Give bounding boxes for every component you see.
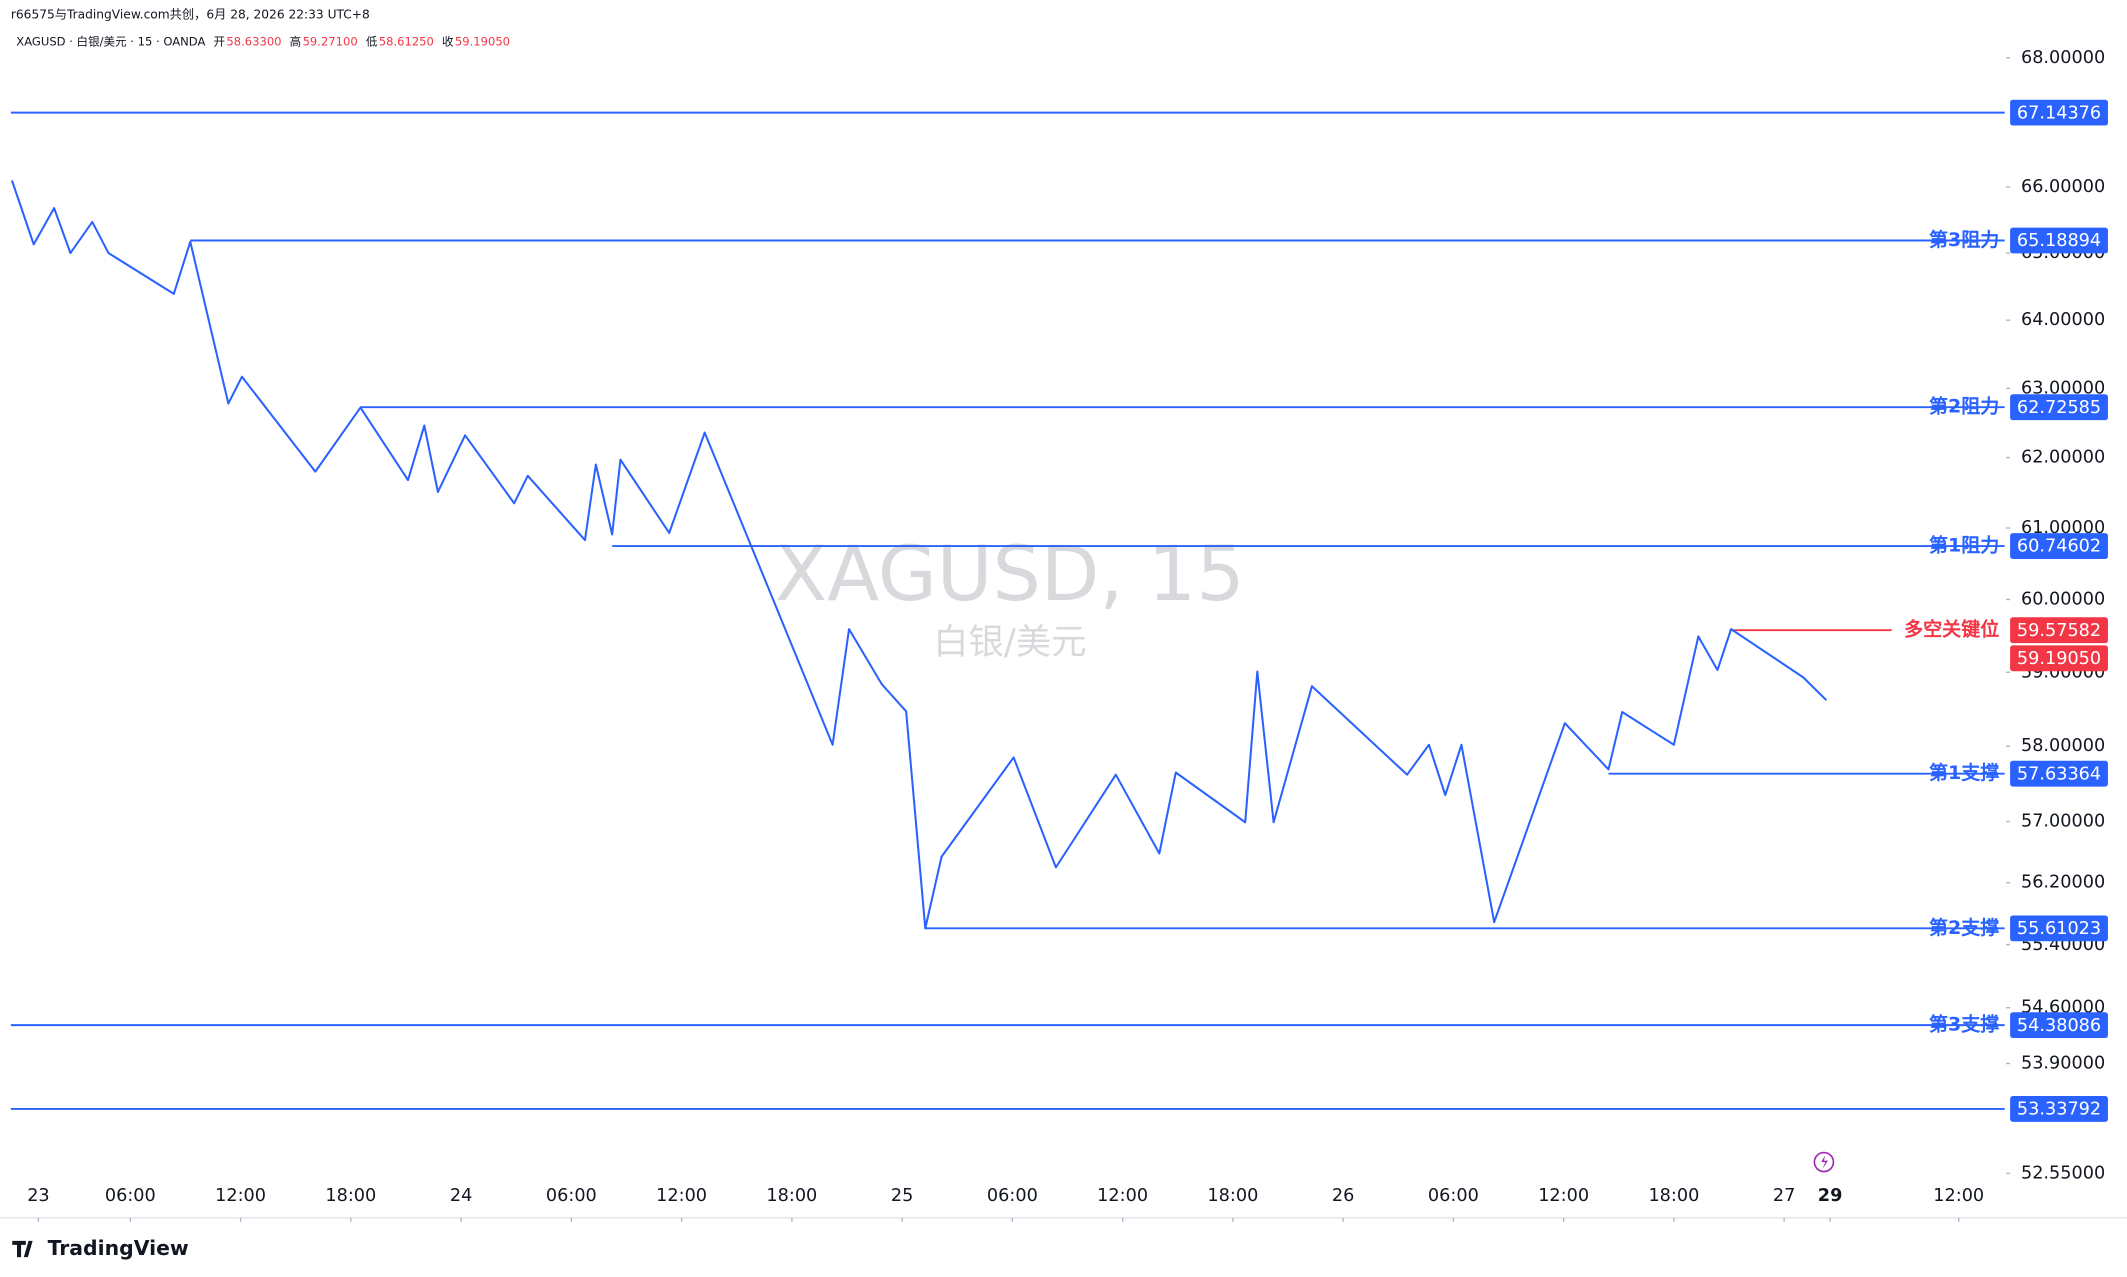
price-label: 55.61023 (2017, 919, 2101, 939)
x-tick-label: 23 (27, 1186, 49, 1206)
level-name: 第1阻力 (1929, 534, 1999, 557)
y-tick-label: 61.00000 (2021, 518, 2105, 538)
price-label-box (2010, 227, 2108, 254)
y-tick-label: 57.00000 (2021, 812, 2105, 832)
x-tick-label: 26 (1332, 1186, 1354, 1206)
x-tick-label: 25 (891, 1186, 913, 1206)
ohlc-value: 58.63300 (226, 35, 281, 49)
y-tick-label: 52.55000 (2021, 1163, 2105, 1183)
y-tick-label: 60.00000 (2021, 590, 2105, 610)
price-label: 65.18894 (2017, 231, 2101, 251)
ohlc-value: 59.19050 (455, 35, 510, 49)
symbol: XAGUSD · 白银/美元 · 15 · OANDA (16, 35, 205, 49)
price-label-box (2010, 99, 2108, 126)
ohlc-name: 收 (442, 35, 454, 49)
price-label-box (2010, 1096, 2108, 1122)
ohlc-name: 高 (290, 35, 302, 49)
x-tick-label: 12:00 (1097, 1186, 1148, 1206)
zigzag-line (11, 180, 1828, 930)
price-label-box (2010, 1012, 2108, 1039)
ohlc-value: 58.61250 (379, 35, 434, 49)
x-tick-label: 18:00 (1207, 1186, 1258, 1206)
symbol-legend: XAGUSD · 白银/美元 · 15 · OANDA 开 58.63300 高 59… (16, 35, 510, 49)
y-tick-label: 66.00000 (2021, 177, 2105, 197)
price-label-box (2010, 394, 2108, 421)
x-tick-label: 12:00 (1538, 1186, 1589, 1206)
price-label: 62.72585 (2017, 398, 2101, 418)
x-tick-label: 12:00 (215, 1186, 266, 1206)
level-name: 第2支撑 (1929, 916, 1999, 939)
brand-logo: TradingView (12, 1236, 189, 1260)
x-tick-label: 29 (1818, 1186, 1843, 1206)
session-bolt (1821, 1155, 1828, 1169)
price-label-box (2010, 645, 2108, 672)
level-name: 第3阻力 (1929, 228, 1999, 251)
brand-icon (12, 1240, 33, 1258)
level-name: 第3支撑 (1929, 1013, 1999, 1036)
price-label: 54.38086 (2017, 1016, 2101, 1036)
y-tick-label: 53.90000 (2021, 1054, 2105, 1074)
x-tick-label: 06:00 (546, 1186, 597, 1206)
price-label: 59.19050 (2017, 649, 2101, 669)
price-label-box (2010, 760, 2108, 787)
price-label: 67.14376 (2017, 103, 2101, 123)
watermark-subtitle: 白银/美元 (933, 622, 1086, 663)
x-tick-label: 06:00 (987, 1186, 1038, 1206)
y-tick-label: 58.00000 (2021, 736, 2105, 756)
x-tick-label: 12:00 (1933, 1186, 1984, 1206)
watermark: XAGUSD, 15 (775, 529, 1245, 618)
y-tick-label: 62.00000 (2021, 448, 2105, 468)
y-tick-label: 64.00000 (2021, 310, 2105, 330)
price-label: 59.57582 (2017, 621, 2101, 641)
brand: TradingView (48, 1236, 189, 1260)
x-tick-label: 12:00 (656, 1186, 707, 1206)
price-label-box (2010, 915, 2108, 942)
level-name: 第1支撑 (1929, 761, 1999, 784)
session-circle (1813, 1151, 1835, 1173)
price-label: 57.63364 (2017, 764, 2101, 784)
x-tick-label: 06:00 (1428, 1186, 1479, 1206)
x-tick-label: 18:00 (766, 1186, 817, 1206)
y-tick-label: 56.20000 (2021, 873, 2105, 893)
x-tick-label: 06:00 (105, 1186, 156, 1206)
x-tick-label: 18:00 (1648, 1186, 1699, 1206)
price-label-box (2010, 533, 2108, 559)
attribution: r66575与TradingView.com共创，6月 28, 2026 22:… (11, 7, 370, 21)
price-label: 53.33792 (2017, 1100, 2101, 1120)
x-tick-label: 18:00 (325, 1186, 376, 1206)
x-tick-label: 27 (1773, 1186, 1795, 1206)
level-name: 第2阻力 (1929, 395, 1999, 418)
ohlc-name: 低 (366, 35, 378, 49)
ohlc-value: 59.27100 (303, 35, 358, 49)
price-label: 60.74602 (2017, 537, 2101, 557)
y-tick-label: 68.00000 (2021, 48, 2105, 68)
x-tick-label: 24 (450, 1186, 472, 1206)
session-icon (1813, 1151, 1835, 1173)
price-label-box (2010, 617, 2108, 644)
y-tick-label: 63.00000 (2021, 378, 2105, 398)
level-name: 多空关键位 (1904, 618, 1999, 641)
ohlc-name: 开 (214, 35, 226, 49)
